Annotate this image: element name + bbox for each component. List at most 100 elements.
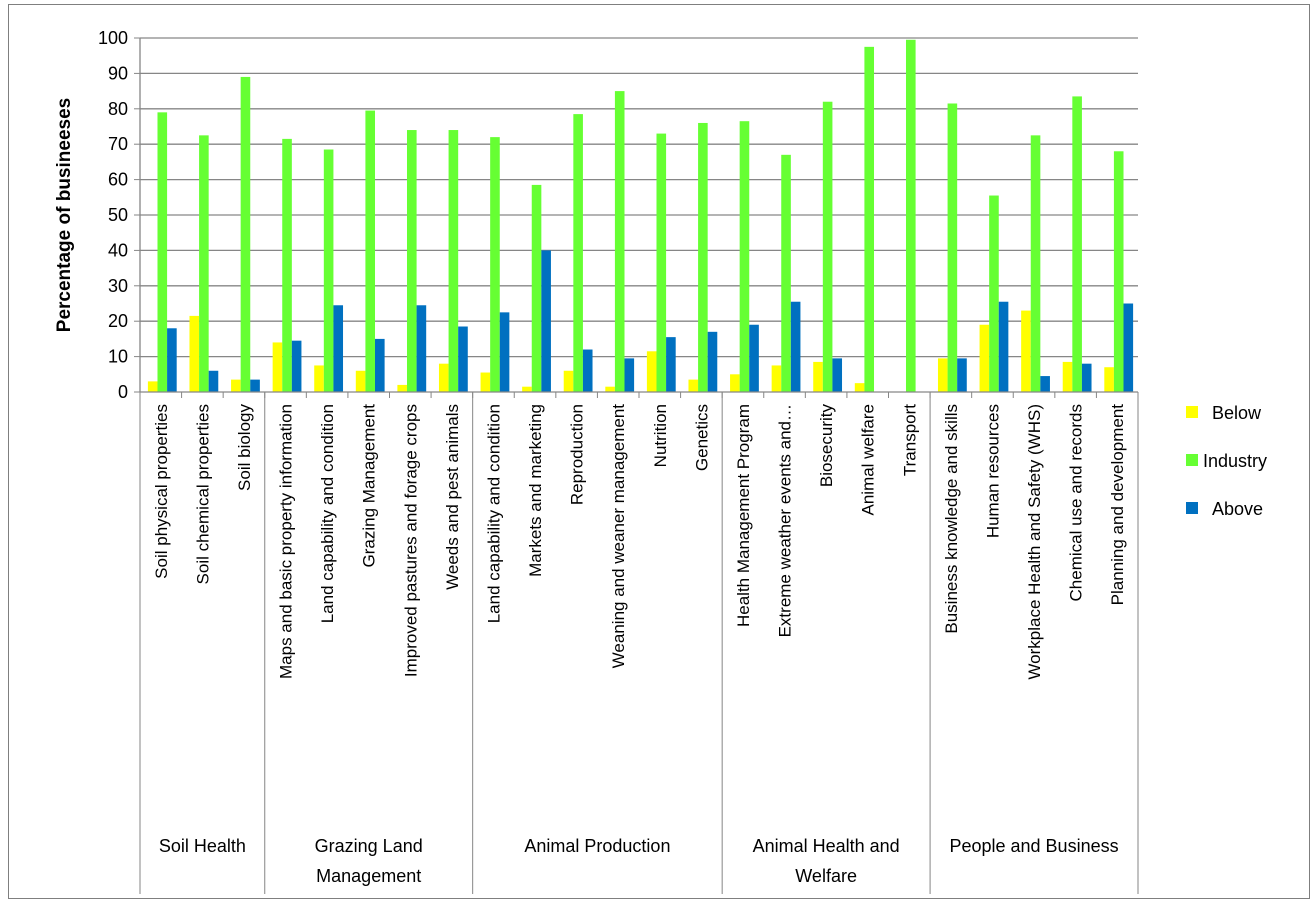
bar-below (605, 386, 615, 392)
legend-swatch-above (1186, 502, 1198, 514)
bar-industry (656, 133, 667, 392)
bar-above (1123, 303, 1134, 392)
bar-below (937, 358, 948, 392)
bar-above (291, 340, 302, 392)
legend-swatch-below (1186, 406, 1198, 418)
group-label: Animal Production (524, 836, 670, 856)
bar-above (1040, 376, 1050, 392)
bars (147, 39, 1134, 393)
bar-industry (240, 76, 251, 392)
x-tick-label: Soil biology (235, 404, 254, 491)
bar-industry (1072, 96, 1082, 392)
x-tick-label: Human resources (983, 404, 1002, 538)
y-tick-label: 50 (108, 205, 128, 225)
bar-industry (989, 195, 999, 392)
legend-swatch-industry (1186, 454, 1198, 466)
bar-below (1021, 310, 1031, 392)
bar-industry (448, 130, 459, 393)
bar-industry (573, 114, 583, 393)
bar-industry (822, 101, 833, 392)
y-tick-label: 0 (118, 382, 128, 402)
bar-below (771, 365, 782, 392)
x-tick-label: Land capability and condition (318, 404, 337, 623)
bar-industry (365, 110, 376, 392)
bar-above (790, 301, 801, 392)
x-tick-label: Extreme weather events and… (776, 404, 795, 637)
bar-industry (199, 135, 209, 392)
chart-frame (8, 4, 1310, 899)
legend: Below Industry Above (1186, 403, 1267, 519)
gridlines (140, 37, 1138, 358)
bar-below (563, 370, 574, 392)
y-tick-label: 40 (108, 240, 128, 260)
x-tick-label: Planning and development (1108, 404, 1127, 606)
x-tick-label: Chemical use and records (1067, 404, 1086, 601)
x-tick-label: Business knowledge and skills (942, 404, 961, 634)
bar-industry (864, 46, 875, 392)
bar-industry (531, 184, 542, 392)
bar-industry (1113, 151, 1124, 392)
legend-label: Above (1212, 499, 1263, 519)
x-tick-label: Land capability and condition (484, 404, 503, 623)
bar-above (375, 338, 385, 392)
bar-below (314, 365, 324, 392)
x-tick-label: Animal welfare (859, 404, 878, 516)
bar-above (832, 358, 843, 392)
bar-above (208, 370, 219, 392)
labels: 0 10 20 30 40 50 60 70 80 90 100 Soil physical prop… (54, 28, 1127, 886)
x-tick-label: Improved pastures and forage crops (401, 404, 420, 677)
bar-industry (157, 112, 168, 392)
bar-industry (947, 103, 958, 393)
bar-below (979, 324, 990, 392)
bar-below (438, 363, 449, 392)
bar-above (1081, 363, 1092, 392)
y-tick-label: 70 (108, 134, 128, 154)
legend-label: Below (1212, 403, 1262, 423)
x-tick-label: Workplace Health and Safety (WHS) (1025, 404, 1044, 680)
y-tick-label: 80 (108, 99, 128, 119)
bar-above (458, 326, 468, 392)
axes (134, 37, 1139, 894)
x-tick-label: Genetics (692, 404, 711, 471)
bar-below (397, 384, 407, 392)
x-tick-label: Soil physical properties (152, 404, 171, 579)
bar-above (333, 305, 344, 392)
x-tick-label: Health Management Program (734, 404, 753, 627)
bar-industry (698, 122, 708, 393)
y-tick-label: 60 (108, 170, 128, 190)
bar-below (355, 370, 366, 392)
bar-industry (614, 91, 625, 392)
group-label: Grazing Land Management (315, 836, 423, 886)
bar-below (730, 374, 740, 392)
bar-below (1062, 361, 1073, 392)
y-tick-label: 10 (108, 347, 128, 367)
y-tick-label: 90 (108, 63, 128, 83)
x-tick-label: Weeds and pest animals (443, 404, 462, 590)
x-tick-label: Weaning and weaner management (609, 404, 628, 669)
bar-industry (406, 130, 417, 393)
x-tick-label: Nutrition (651, 404, 670, 467)
y-axis-title: Percentage of busineeses (54, 98, 75, 332)
bar-below (522, 386, 532, 392)
bar-below (854, 383, 865, 392)
bar-below (272, 342, 283, 392)
bar-above (707, 331, 718, 392)
legend-label: Industry (1203, 451, 1267, 471)
bar-industry (739, 121, 750, 392)
bar-below (147, 381, 158, 392)
bar-industry (282, 138, 292, 392)
bar-below (189, 315, 200, 392)
bar-above (250, 379, 260, 392)
bar-above (499, 312, 510, 392)
bar-above (624, 358, 635, 392)
x-tick-label: Markets and marketing (526, 404, 545, 577)
x-tick-label: Biosecurity (817, 404, 836, 488)
bar-industry (905, 39, 916, 393)
bar-below (813, 361, 823, 392)
bar-above (666, 337, 676, 392)
group-label: People and Business (949, 836, 1118, 856)
bar-above (541, 250, 551, 392)
y-tick-label: 100 (98, 28, 128, 48)
group-label: Soil Health (159, 836, 246, 856)
